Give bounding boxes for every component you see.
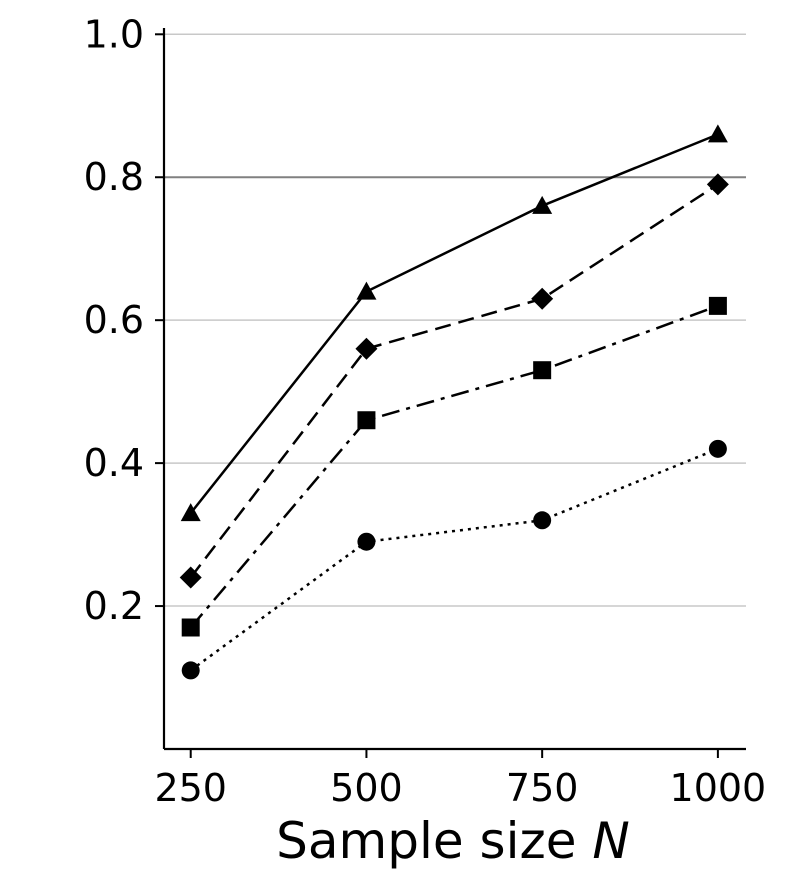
series-circle — [181, 439, 727, 680]
series-square — [181, 296, 727, 637]
x-tick-label: 750 — [506, 766, 579, 810]
circle-marker — [181, 661, 200, 680]
series-line-dotted — [189, 447, 719, 672]
triangle-marker — [180, 503, 201, 522]
series-diamond — [179, 173, 729, 589]
x-axis-title-symbol: N — [592, 812, 629, 870]
circle-marker — [357, 532, 376, 551]
y-ticks: 0.2 0.4 0.6 0.8 1.0 — [84, 12, 164, 628]
y-tick-label: 0.4 — [84, 441, 144, 485]
square-marker — [181, 618, 200, 637]
series-line-dashed — [189, 183, 719, 579]
circle-marker — [533, 511, 552, 530]
series-triangle — [180, 124, 728, 522]
circle-marker — [708, 439, 727, 458]
square-marker — [533, 361, 552, 380]
y-tick-label: 0.8 — [84, 155, 144, 199]
series-line-dashdot — [189, 304, 719, 629]
triangle-marker — [532, 195, 553, 214]
grid-lines — [164, 33, 746, 607]
series-line-solid — [189, 133, 719, 514]
x-ticks: 250 500 750 1000 — [154, 749, 766, 810]
diamond-marker — [706, 173, 729, 196]
diamond-marker — [531, 287, 554, 310]
x-tick-label: 500 — [330, 766, 403, 810]
series-group — [179, 124, 729, 680]
y-tick-label: 0.6 — [84, 298, 144, 342]
y-tick-label: 0.2 — [84, 584, 144, 628]
x-tick-label: 250 — [154, 766, 227, 810]
x-axis-title-text: Sample size — [276, 812, 576, 870]
triangle-marker — [707, 124, 728, 143]
square-marker — [708, 296, 727, 315]
axes — [162, 28, 746, 751]
x-tick-label: 1000 — [670, 766, 767, 810]
square-marker — [357, 411, 376, 430]
y-tick-label: 1.0 — [84, 12, 144, 56]
diamond-marker — [179, 566, 202, 589]
diamond-marker — [355, 337, 378, 360]
triangle-marker — [356, 281, 377, 300]
x-axis-title: Sample size N — [276, 812, 630, 870]
